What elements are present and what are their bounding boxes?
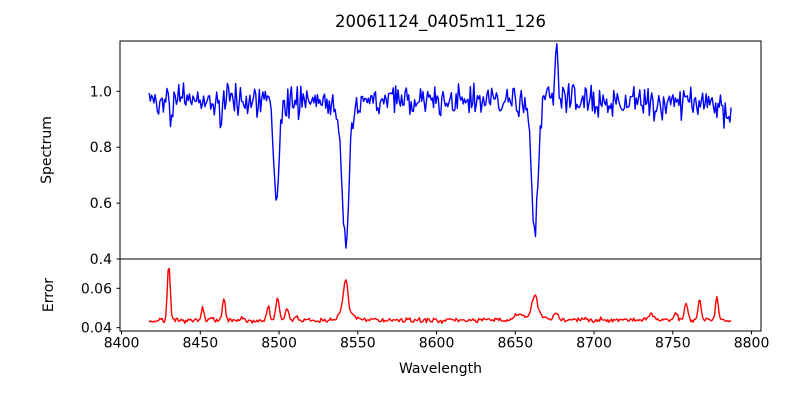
x-tick-label: 8700 (576, 336, 612, 352)
y-tick-label: 0.04 (81, 321, 112, 337)
x-axis-label: Wavelength (398, 361, 483, 377)
x-tick-label: 8550 (340, 336, 376, 352)
panel-spectrum-frame (119, 40, 762, 260)
spectrum-line (148, 43, 732, 249)
x-tick-label: 8600 (419, 336, 455, 352)
x-tick-label: 8400 (104, 336, 140, 352)
x-tick-label: 8750 (655, 336, 691, 352)
x-tick-label: 8450 (183, 336, 219, 352)
x-tick-label: 8650 (497, 336, 533, 352)
y-tick-label: 0.6 (90, 196, 112, 212)
chart-title: 20061124_0405m11_126 (334, 12, 547, 31)
panel-error-frame (119, 258, 762, 332)
x-tick-label: 8800 (734, 336, 770, 352)
y-tick-label: 0.8 (90, 140, 112, 156)
x-tick-label: 8500 (261, 336, 297, 352)
y-axis-label-spectrum: Spectrum (39, 116, 55, 184)
y-axis-label-error: Error (41, 277, 57, 313)
error-line (148, 267, 732, 324)
y-tick-label: 1.0 (90, 84, 112, 100)
y-tick-label: 0.4 (90, 252, 112, 268)
y-tick-label: 0.06 (81, 281, 112, 297)
